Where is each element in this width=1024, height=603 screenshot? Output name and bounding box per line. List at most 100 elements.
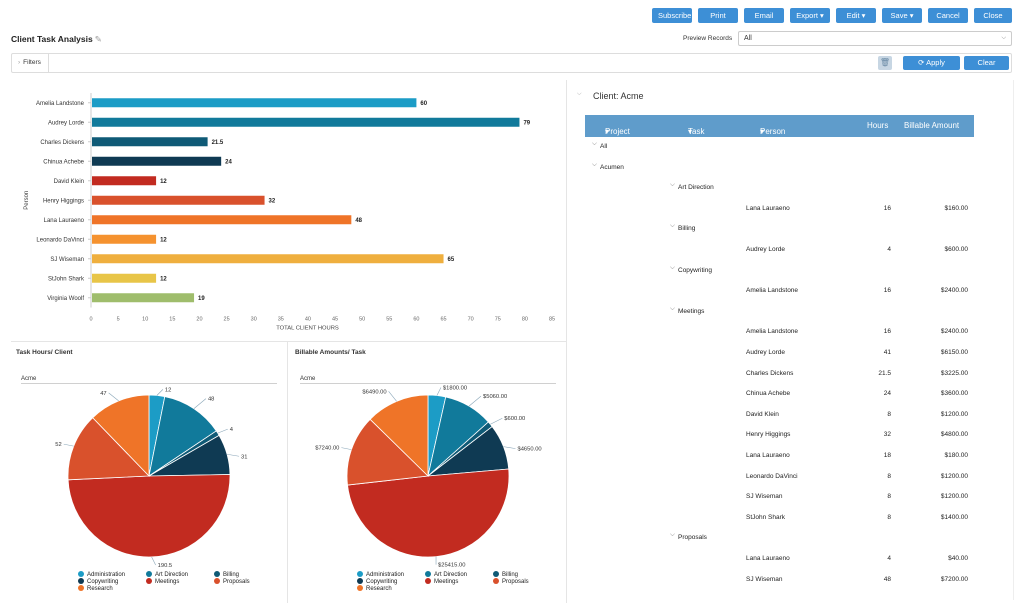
legend-swatch [493, 571, 499, 577]
col-person-label: Person [760, 127, 786, 136]
legend-swatch [78, 585, 84, 591]
legend-item[interactable]: Proposals [493, 578, 529, 585]
group-label: All [600, 143, 608, 150]
legend-swatch [214, 578, 220, 584]
cancel-button[interactable]: Cancel [928, 8, 968, 23]
slice-label: $7240.00 [315, 446, 339, 452]
task-group-row[interactable]: ⌵ Meetings [585, 302, 974, 322]
legend-item[interactable]: Billing [493, 571, 518, 578]
refresh-icon: ⟳ [918, 58, 927, 67]
slice-label: $600.00 [504, 416, 525, 422]
filters-toggle[interactable]: › Filters [12, 54, 49, 72]
x-tick-label: 45 [332, 317, 338, 323]
x-tick-label: 25 [224, 317, 230, 323]
legend-item[interactable]: Meetings [425, 578, 458, 585]
cell-amount: $6150.00 [940, 349, 968, 356]
client-header[interactable]: ⌵ Client: Acme [577, 91, 644, 101]
legend-item[interactable]: Research [78, 585, 113, 592]
legend-swatch [493, 578, 499, 584]
cell-hours: 8 [887, 410, 891, 418]
pie-slice [148, 396, 217, 477]
cell-hours: 32 [883, 431, 891, 439]
legend-item[interactable]: Copywriting [78, 578, 118, 585]
task-group-row[interactable]: ⌵ Billing [585, 219, 974, 239]
client-table-panel: ⌵ Client: Acme Project ▾ Task ▾ Person ▾… [567, 80, 1012, 603]
cell-hours: 41 [883, 349, 891, 356]
preview-records-select[interactable]: All ⌵ [738, 31, 1012, 46]
legend-item[interactable]: Art Direction [146, 571, 188, 578]
preview-records-label: Preview Records [683, 35, 733, 42]
cell-amount: $7200.00 [940, 575, 968, 583]
legend-item[interactable]: Copywriting [357, 578, 397, 585]
cell-amount: $1200.00 [940, 410, 968, 418]
table-row: Amelia Landstone 16 $2400.00 [585, 281, 974, 301]
x-tick-label: 65 [440, 317, 446, 323]
legend-item[interactable]: Administration [357, 571, 404, 578]
legend-item[interactable]: Billing [214, 571, 239, 578]
bar [92, 273, 157, 283]
scrollbar[interactable] [1013, 80, 1014, 600]
slice-label: $25415.00 [438, 563, 465, 569]
pencil-icon[interactable]: ✎ [94, 34, 102, 44]
category-label: Lana Lauraeno [44, 218, 85, 224]
edit-button[interactable]: Edit ▾ [836, 8, 876, 23]
chevron-down-icon: ⌵ [670, 304, 675, 312]
category-label: Virginia Woolf [47, 296, 84, 302]
trash-icon[interactable]: 🗑 [878, 56, 892, 70]
bar [92, 254, 444, 264]
legend-swatch [357, 571, 363, 577]
legend-item[interactable]: Administration [78, 571, 125, 578]
email-button[interactable]: Email [744, 8, 784, 23]
page-title: Client Task Analysis ✎ [11, 34, 102, 45]
toolbar: Subscribe Print Email Export ▾ Edit ▾ Sa… [652, 8, 1012, 23]
cell-hours: 16 [883, 328, 891, 336]
divider [11, 341, 566, 342]
slice-label: $6490.00 [362, 389, 386, 395]
legend-item[interactable]: Meetings [146, 578, 179, 585]
clear-filter-button[interactable]: Clear Filter [964, 56, 1009, 81]
legend-swatch [78, 571, 84, 577]
pie2-subtitle: Acme [300, 376, 316, 382]
cell-amount: $4800.00 [940, 431, 968, 439]
pie-slice [67, 417, 150, 481]
legend-item[interactable]: Art Direction [425, 571, 467, 578]
save-button[interactable]: Save ▾ [882, 8, 922, 23]
apply-filter-button[interactable]: ⟳ Apply Filter [903, 56, 960, 81]
project-group-row[interactable]: ⌵ Acumen [585, 158, 974, 178]
cell-hours: 18 [883, 452, 891, 459]
export-button[interactable]: Export ▾ [790, 8, 830, 23]
hours-bar-chart: Amelia Landstone 60 Audrey Lorde 79 Charles … [24, 93, 555, 332]
legend-swatch [146, 571, 152, 577]
chevron-down-icon: ⌵ [670, 222, 675, 230]
data-label: 12 [160, 179, 167, 185]
task-group-row[interactable]: ⌵ Art Direction [585, 178, 974, 198]
cell-person: Chinua Achebe [746, 390, 791, 398]
table-row: Lana Lauraeno 16 $160.00 [585, 199, 974, 219]
table-row: Charles Dickens 21.5 $3225.00 [585, 364, 974, 384]
task-group-row[interactable]: ⌵ Proposals [585, 528, 974, 548]
cell-hours: 24 [883, 390, 891, 398]
cell-person: Henry Higgings [746, 431, 791, 439]
legend-swatch [146, 578, 152, 584]
pie2-legend: Administration Art Direction Billing Copywr… [357, 571, 557, 595]
table-row: Chinua Achebe 24 $3600.00 [585, 384, 974, 404]
col-billable[interactable]: Billable Amount [904, 121, 960, 130]
cell-amount: $40.00 [948, 555, 968, 562]
legend-item[interactable]: Research [357, 585, 392, 592]
col-project-label: Project [605, 127, 630, 136]
x-tick-label: 60 [413, 317, 419, 323]
project-group-row[interactable]: ⌵ All [585, 137, 974, 157]
subscribe-button[interactable]: Subscribe [652, 8, 692, 23]
task-group-row[interactable]: ⌵ Copywriting [585, 261, 974, 281]
pie2-title: Billable Amounts/ Task [295, 349, 366, 356]
close-button[interactable]: Close [974, 8, 1012, 23]
legend-item[interactable]: Proposals [214, 578, 250, 585]
pie1-subtitle: Acme [21, 376, 37, 382]
cell-person: Leonardo DaVinci [746, 472, 798, 480]
bar [92, 117, 520, 127]
print-button[interactable]: Print [698, 8, 738, 23]
col-hours[interactable]: Hours [867, 121, 889, 130]
group-label: Proposals [678, 534, 707, 542]
cell-hours: 21.5 [878, 369, 891, 377]
legend-label: Copywriting [366, 579, 398, 585]
